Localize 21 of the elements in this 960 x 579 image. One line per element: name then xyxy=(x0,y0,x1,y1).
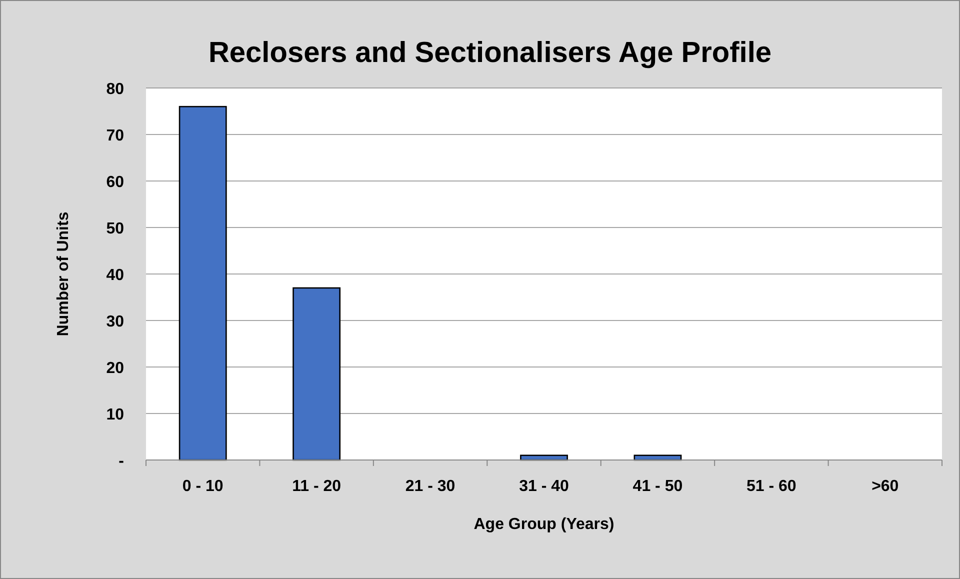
x-axis-title: Age Group (Years) xyxy=(474,516,614,533)
x-tick-label: 51 - 60 xyxy=(746,478,796,495)
x-tick-label: 21 - 30 xyxy=(405,478,456,495)
y-axis-title: Number of Units xyxy=(55,212,72,336)
y-tick-label: 30 xyxy=(106,314,124,330)
y-tick-label: 70 xyxy=(106,128,124,144)
bar xyxy=(178,106,227,461)
x-tick-label: 0 - 10 xyxy=(182,478,224,495)
y-tick-label: 80 xyxy=(106,81,124,98)
x-tick-label: 41 - 50 xyxy=(632,478,683,495)
y-tick-label: 60 xyxy=(106,174,124,191)
y-tick-label: 20 xyxy=(106,360,124,377)
bar xyxy=(292,287,341,461)
chart-title: Reclosers and Sectionalisers Age Profile xyxy=(208,37,772,69)
y-tick-label: - xyxy=(118,453,124,470)
x-tick-label: >60 xyxy=(872,478,899,495)
x-tick-label: 31 - 40 xyxy=(519,478,570,495)
y-tick-label: 40 xyxy=(106,267,124,284)
x-tick-label: 11 - 20 xyxy=(292,478,342,495)
y-tick-label: 50 xyxy=(106,220,124,238)
y-tick-label: 10 xyxy=(106,406,124,424)
